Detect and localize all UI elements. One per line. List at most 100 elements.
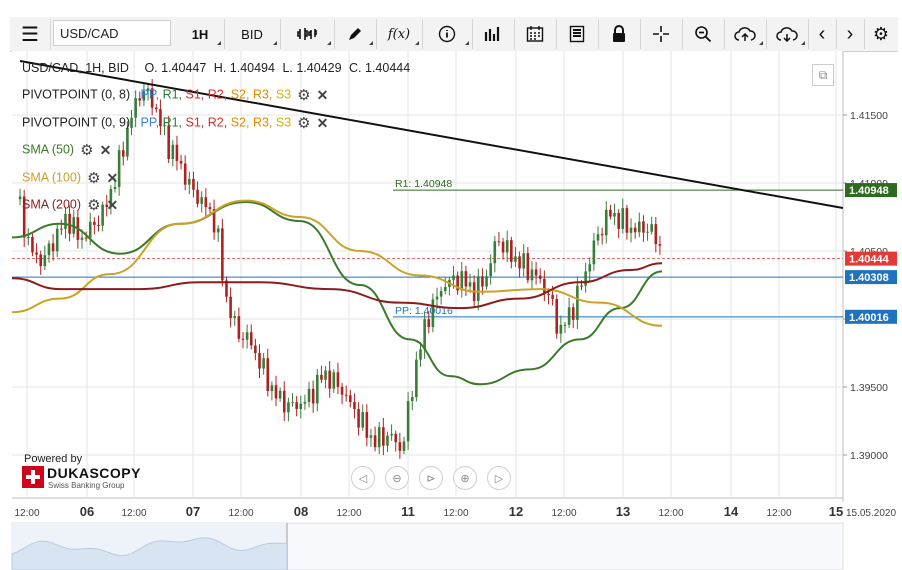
candle-body	[27, 237, 30, 238]
candle-body	[48, 243, 51, 255]
x-tick-label: 12:00	[14, 508, 39, 519]
x-tick-label: 12:00	[121, 508, 146, 519]
calendar-button[interactable]	[514, 19, 557, 49]
candle-body	[535, 270, 538, 276]
menu-button[interactable]: ☰	[10, 19, 51, 49]
zoom-button[interactable]	[682, 19, 725, 49]
info-button[interactable]	[422, 19, 473, 49]
x-tick-label: 13	[616, 504, 630, 519]
candle-body	[233, 316, 236, 318]
candle-body	[122, 150, 125, 156]
candle-body	[655, 224, 658, 244]
candle-body	[460, 271, 463, 290]
fullscreen-button[interactable]: ⧉	[812, 64, 834, 86]
gear-icon[interactable]: ⚙	[87, 196, 100, 214]
candle-body	[659, 244, 662, 246]
gear-icon[interactable]: ⚙	[297, 86, 310, 104]
document-icon	[569, 25, 585, 43]
indicator-name: PIVOTPOINT (0, 8)	[22, 87, 130, 101]
candle-body	[89, 222, 92, 238]
settings-button[interactable]: ⚙	[864, 19, 898, 49]
crosshair-button[interactable]	[640, 19, 683, 49]
candle-body	[617, 213, 620, 229]
candle-body	[238, 316, 241, 339]
timeframe-selector[interactable]: 1H	[176, 19, 225, 49]
price-side-selector[interactable]: BID	[224, 19, 281, 49]
nav-forward-button[interactable]: ▷	[487, 466, 511, 490]
candle-body	[630, 228, 633, 233]
candle-body	[650, 224, 653, 232]
candle-body	[382, 427, 385, 445]
candle-body	[419, 349, 422, 359]
candle-body	[427, 319, 430, 327]
download-button[interactable]	[766, 19, 809, 49]
close-icon[interactable]: ✕	[100, 142, 112, 159]
candle-body	[399, 442, 402, 451]
x-tick-label: 15	[829, 504, 843, 519]
close-icon[interactable]: ✕	[107, 170, 119, 187]
candle-body	[361, 412, 364, 427]
x-date-label: 15.05.2020	[846, 508, 896, 519]
candle-body	[555, 299, 558, 334]
candle-body	[366, 412, 369, 438]
x-tick-label: 08	[294, 504, 308, 519]
candle-body	[275, 385, 278, 398]
candle-body	[320, 375, 323, 380]
pivot-level-label: S3	[272, 115, 291, 129]
candle-body	[568, 307, 571, 325]
dropdown-arrow-icon	[759, 41, 763, 45]
close-icon[interactable]: ✕	[317, 115, 329, 132]
scroll-back-button[interactable]: ‹	[808, 19, 837, 49]
candle-body	[324, 371, 327, 380]
gear-icon[interactable]: ⚙	[80, 141, 93, 159]
pen-icon	[347, 26, 363, 42]
gear-icon[interactable]: ⚙	[297, 114, 310, 132]
indicator-row: SMA (200) ⚙ ✕	[22, 196, 118, 214]
candle-body	[547, 294, 550, 295]
dropdown-arrow-icon	[273, 41, 277, 45]
ohlc-header: USD/CAD, 1H, BID O. 1.40447 H. 1.40494 L…	[22, 61, 410, 75]
pivot-level-label: R1,	[159, 115, 182, 129]
close-icon[interactable]: ✕	[107, 197, 119, 214]
cloud-download-icon	[776, 26, 798, 42]
candle-body	[593, 241, 596, 265]
candle-body	[196, 190, 199, 204]
crosshair-icon	[652, 25, 670, 43]
candle-body	[328, 371, 331, 389]
zoom-in-button[interactable]: ⊕	[453, 466, 477, 490]
lock-button[interactable]	[598, 19, 641, 49]
nav-back-button[interactable]: ◁	[351, 466, 375, 490]
gear-icon[interactable]: ⚙	[87, 169, 100, 187]
candle-body	[180, 161, 183, 164]
chart-type-button[interactable]	[280, 19, 335, 49]
indicator-row: PIVOTPOINT (0, 9) : PP, R1, S1, R2, S2, …	[22, 114, 328, 132]
draw-tool-button[interactable]	[334, 19, 377, 49]
news-button[interactable]	[556, 19, 599, 49]
close-icon[interactable]: ✕	[317, 87, 329, 104]
volume-button[interactable]	[472, 19, 515, 49]
candle-body	[221, 228, 224, 280]
candle-body	[333, 372, 336, 388]
x-tick-label: 12:00	[551, 508, 576, 519]
price-tag-label: 1.40948	[849, 185, 889, 197]
upload-button[interactable]	[724, 19, 767, 49]
candle-body	[357, 409, 360, 428]
pivot-level-label: S2,	[227, 115, 249, 129]
candle-body	[304, 402, 307, 404]
candle-body	[308, 389, 311, 402]
symbol-input[interactable]: USD/CAD	[53, 20, 171, 46]
zoom-out-button[interactable]: ⊖	[385, 466, 409, 490]
indicators-button[interactable]: f(x)	[376, 19, 423, 49]
candle-body	[374, 435, 377, 447]
candle-body	[626, 208, 629, 233]
pivot-level-label: R1,	[159, 87, 182, 101]
fit-button[interactable]: ⊳	[419, 466, 443, 490]
scroll-forward-button[interactable]: ›	[836, 19, 865, 49]
brand-name: DUKASCOPY	[47, 465, 141, 481]
candle-body	[81, 238, 84, 240]
candle-body	[378, 427, 381, 447]
indicator-name: SMA (50)	[22, 142, 74, 156]
y-tick-label: 1.39000	[850, 450, 888, 462]
close-value: C. 1.40444	[349, 61, 410, 75]
gear-icon: ⚙	[873, 24, 889, 45]
